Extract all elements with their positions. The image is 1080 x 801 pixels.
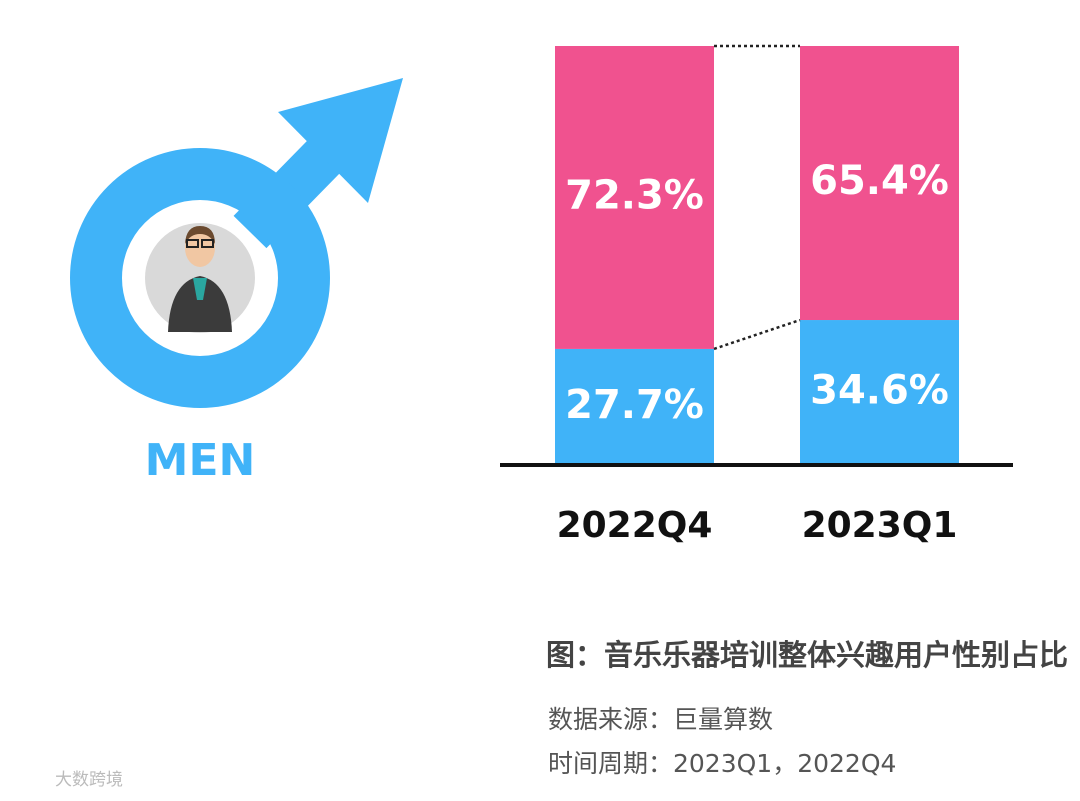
avatar-head <box>185 229 215 267</box>
value-label: 65.4% <box>810 158 949 204</box>
x-tick-label: 2022Q4 <box>557 505 713 546</box>
avatar-tie <box>193 278 207 300</box>
x-tick-label: 2023Q1 <box>802 505 958 546</box>
arrow-head <box>278 78 403 203</box>
avatar-suit <box>168 276 232 332</box>
ring <box>70 148 330 408</box>
source: 数据来源：巨量算数 <box>548 705 773 734</box>
value-label: 34.6% <box>810 368 949 414</box>
avatar-hair <box>185 226 215 244</box>
men-icon <box>70 78 403 408</box>
bar-segment <box>555 348 714 465</box>
bar-segment <box>555 46 714 349</box>
chart-title: 图：音乐乐器培训整体兴趣用户性别占比 <box>546 638 1068 672</box>
bar-segment <box>800 46 959 321</box>
watermark: 大数跨境 <box>55 770 123 790</box>
avatar-glasses <box>201 239 214 248</box>
bar-segment <box>800 320 959 465</box>
men-label: MEN <box>145 435 256 486</box>
period: 时间周期：2023Q1，2022Q4 <box>548 749 896 778</box>
value-label: 72.3% <box>565 172 704 218</box>
value-label: 27.7% <box>565 382 704 428</box>
connector <box>713 318 801 351</box>
avatar-glasses <box>186 239 199 248</box>
